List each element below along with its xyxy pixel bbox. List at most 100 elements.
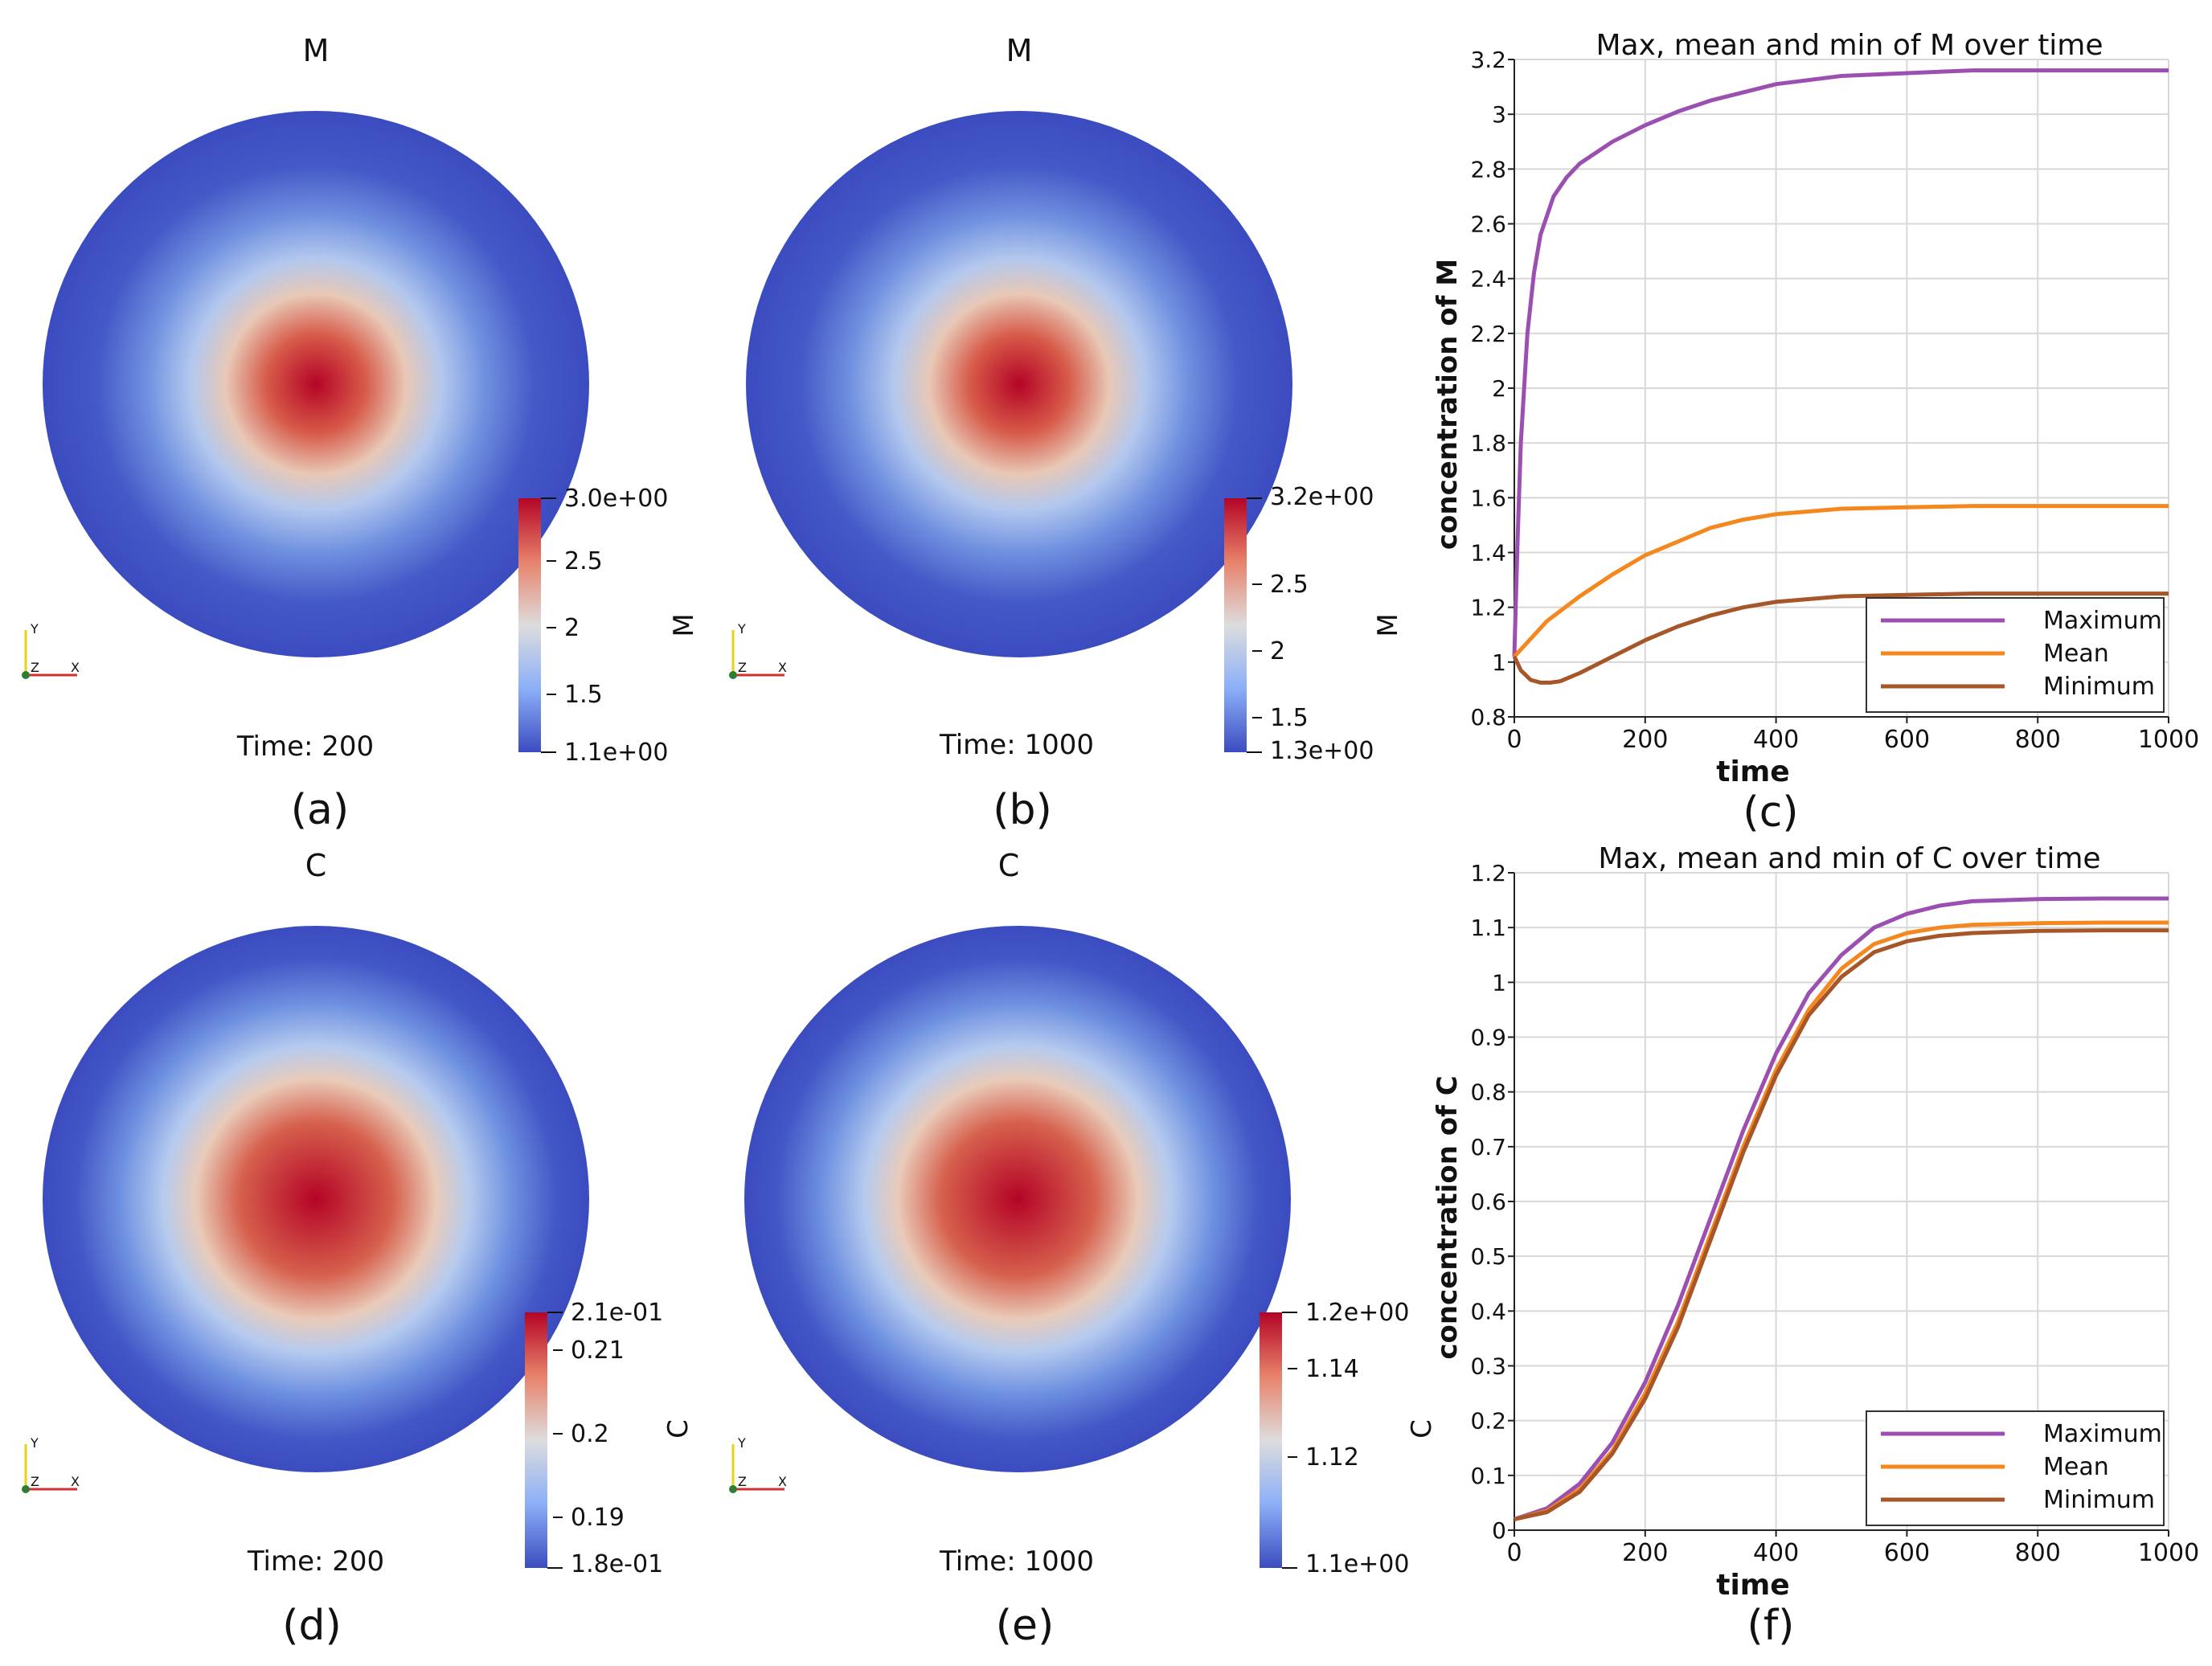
y-tick-label: 1 xyxy=(1492,649,1506,676)
panel-caption: (d) xyxy=(282,1602,342,1650)
colorbar-label: 2.5 xyxy=(564,547,603,575)
time-annotation: Time: 200 xyxy=(247,1545,384,1578)
y-tick-label: 0 xyxy=(1492,1517,1506,1544)
chart-title: Max, mean and min of C over time xyxy=(1598,842,2100,875)
orientation-axes-icon: Y Z X xyxy=(22,1435,80,1493)
y-tick-label: 0.1 xyxy=(1470,1463,1506,1489)
colorbar-label: 2 xyxy=(1270,637,1285,665)
panel-caption: (b) xyxy=(993,786,1052,834)
orientation-axes-icon: Y Z X xyxy=(729,621,787,679)
panel-a-colorbar: 3.0e+00 2.5 2 1.5 1.1e+00 M xyxy=(518,485,700,767)
panel-b-title: M xyxy=(1006,33,1033,68)
y-axis-label: concentration of C xyxy=(1432,1075,1464,1359)
colorbar-label: 0.19 xyxy=(571,1504,625,1532)
svg-text:Z: Z xyxy=(31,660,39,675)
time-annotation: Time: 1000 xyxy=(939,1545,1094,1578)
svg-text:X: X xyxy=(71,1474,80,1489)
colorbar-label: 2 xyxy=(564,614,580,642)
colorbar-gradient xyxy=(518,498,541,752)
svg-text:X: X xyxy=(778,660,787,675)
panel-d-colorbar: 2.1e-01 0.21 0.2 0.19 1.8e-01 C xyxy=(525,1299,694,1578)
colorbar-title: C xyxy=(1406,1419,1438,1439)
svg-text:Z: Z xyxy=(738,660,747,675)
colorbar-title: M xyxy=(668,613,700,637)
legend-label: Maximum xyxy=(2043,607,2162,635)
colorbar-label: 1.5 xyxy=(564,681,603,709)
chart-c: 0 200 400 600 800 1000 0.8 1 1.2 1.4 1.6 1.8 2 2.2 2.4… xyxy=(1432,29,2199,837)
colorbar-label-min: 1.8e-01 xyxy=(571,1550,663,1578)
y-tick-label: 2.2 xyxy=(1470,321,1506,347)
orientation-axes-icon: Y Z X xyxy=(22,621,80,679)
colorbar-label-max: 2.1e-01 xyxy=(571,1299,663,1327)
x-axis-label: time xyxy=(1716,1569,1789,1602)
series-line-maximum xyxy=(1514,896,2169,1521)
x-tick-label: 400 xyxy=(1753,726,1799,754)
colorbar-title: M xyxy=(1372,613,1404,637)
x-tick-label: 0 xyxy=(1506,1539,1522,1567)
panel-b-disk xyxy=(746,111,1292,657)
x-tick-label: 1000 xyxy=(2138,726,2199,754)
y-tick-label: 3.2 xyxy=(1470,47,1506,73)
y-tick-label: 0.3 xyxy=(1470,1353,1506,1380)
colorbar-label-min: 1.1e+00 xyxy=(1305,1550,1409,1578)
y-tick-label: 1.2 xyxy=(1470,595,1506,621)
y-tick-label: 0.4 xyxy=(1470,1298,1506,1324)
y-tick-label: 2.6 xyxy=(1470,211,1506,238)
series-line-mean xyxy=(1513,504,2169,658)
panel-caption: (f) xyxy=(1747,1602,1795,1650)
colorbar-label: 1.12 xyxy=(1305,1443,1359,1472)
y-tick-label: 0.5 xyxy=(1470,1243,1506,1270)
legend-label: Minimum xyxy=(2043,1486,2155,1514)
colorbar-label-max: 3.2e+00 xyxy=(1270,483,1374,511)
svg-text:Y: Y xyxy=(30,621,39,637)
svg-text:Z: Z xyxy=(738,1474,747,1489)
legend: Maximum Mean Minimum xyxy=(1866,1410,2165,1526)
colorbar-label: 0.2 xyxy=(571,1420,609,1448)
colorbar-label-min: 1.3e+00 xyxy=(1270,737,1374,765)
time-annotation: Time: 200 xyxy=(236,731,374,763)
x-tick-label: 800 xyxy=(2015,1539,2061,1567)
panel-e: C 1.2e+00 1.14 1.12 1.1e+00 C Time: 1000… xyxy=(729,848,1438,1650)
x-tick-label: 400 xyxy=(1753,1539,1799,1567)
y-tick-label: 1.4 xyxy=(1470,540,1506,567)
panel-b-colorbar: 3.2e+00 2.5 2 1.5 1.3e+00 M xyxy=(1224,483,1404,765)
colorbar-title: C xyxy=(662,1419,694,1439)
svg-text:X: X xyxy=(71,660,80,675)
colorbar-label: 1.14 xyxy=(1305,1355,1359,1383)
x-tick-label: 600 xyxy=(1884,726,1930,754)
x-tick-label: 800 xyxy=(2015,726,2061,754)
panel-e-disk xyxy=(744,926,1291,1472)
orientation-axes-icon: Y Z X xyxy=(729,1435,787,1493)
colorbar-label: 2.5 xyxy=(1270,571,1309,599)
colorbar-gradient xyxy=(1224,498,1247,752)
y-tick-label: 0.2 xyxy=(1470,1408,1506,1435)
y-tick-label: 3 xyxy=(1492,101,1506,128)
svg-text:Y: Y xyxy=(737,621,746,637)
x-tick-label: 600 xyxy=(1884,1539,1930,1567)
y-tick-label: 0.8 xyxy=(1470,1079,1506,1106)
y-tick-label: 1 xyxy=(1492,969,1506,996)
colorbar-label-max: 3.0e+00 xyxy=(564,485,668,513)
colorbar-label: 0.21 xyxy=(571,1336,625,1365)
panel-caption: (c) xyxy=(1743,788,1798,837)
panel-d: C 2.1e-01 0.21 0.2 0.19 1.8e-01 C Time: … xyxy=(22,848,694,1650)
y-tick-label: 2.4 xyxy=(1470,266,1506,293)
colorbar-gradient xyxy=(1260,1312,1282,1568)
panel-a-disk xyxy=(43,111,589,657)
series-line-maximum xyxy=(1512,68,2169,657)
panel-d-disk xyxy=(43,926,589,1472)
chart-title: Max, mean and min of M over time xyxy=(1596,29,2103,62)
chart-f: 0 200 400 600 800 1000 0 0.1 0.2 0.3 0.4 0.5 0.6 0.7 0… xyxy=(1432,842,2199,1650)
colorbar-label: 1.5 xyxy=(1270,704,1309,732)
panel-b: M 3.2e+00 2.5 2 1.5 1.3e+00 M Time: 1000… xyxy=(729,33,1404,834)
y-tick-label: 1.1 xyxy=(1470,915,1506,941)
svg-text:Z: Z xyxy=(31,1474,39,1489)
svg-text:Y: Y xyxy=(30,1435,39,1451)
y-axis-label: concentration of M xyxy=(1432,259,1464,550)
y-tick-label: 0.8 xyxy=(1470,704,1506,731)
y-tick-label: 1.6 xyxy=(1470,485,1506,511)
y-tick-label: 2 xyxy=(1492,375,1506,402)
y-tick-label: 0.6 xyxy=(1470,1189,1506,1215)
x-tick-label: 1000 xyxy=(2138,1539,2199,1567)
